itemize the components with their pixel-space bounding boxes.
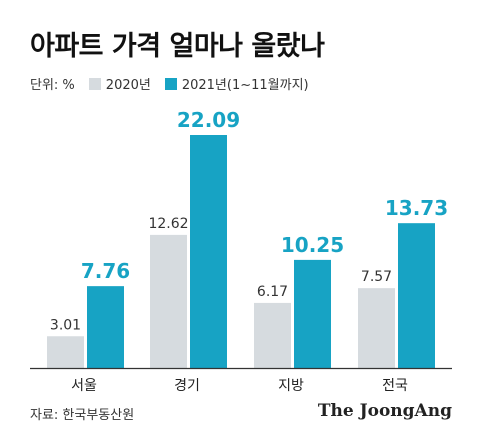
value-label-seoul-2020: 3.01: [50, 317, 81, 333]
category-label-gyeonggi: 경기: [174, 378, 200, 394]
value-label-national-2021: 13.73: [385, 196, 448, 220]
legend-swatch-2021: [164, 77, 177, 90]
legend-swatch-2020: [88, 77, 101, 90]
legend-label-2021: 2021년(1~11월까지): [181, 78, 309, 93]
bar-local-2020: [254, 302, 291, 368]
value-label-local-2021: 10.25: [281, 233, 344, 257]
publisher-logo: The JoongAng: [317, 401, 452, 421]
bar-seoul-2021: [87, 286, 124, 368]
value-label-seoul-2021: 7.76: [81, 259, 130, 283]
bar-national-2020: [358, 288, 395, 368]
chart-title: 아파트 가격 얼마나 올랐나: [30, 31, 325, 62]
bar-local-2021: [294, 259, 331, 368]
value-label-local-2020: 6.17: [257, 284, 288, 300]
legend-item-2021: 2021년(1~11월까지): [164, 74, 309, 93]
bar-gyeonggi-2021: [190, 135, 227, 368]
bar-gyeonggi-2020: [150, 234, 187, 368]
bar-seoul-2020: [47, 336, 84, 368]
legend-label-2020: 2020년: [105, 78, 151, 93]
value-label-national-2020: 7.57: [361, 269, 392, 285]
unit-label: 단위: %: [30, 78, 75, 93]
legend: 단위: % 2020년 2021년(1~11월까지): [30, 74, 323, 93]
category-label-national: 전국: [382, 378, 408, 394]
bar-national-2021: [398, 223, 435, 368]
category-label-local: 지방: [278, 378, 304, 394]
category-label-seoul: 서울: [71, 378, 97, 394]
value-label-gyeonggi-2021: 22.09: [177, 108, 240, 132]
source-note: 자료: 한국부동산원: [30, 408, 135, 423]
value-label-gyeonggi-2020: 12.62: [148, 216, 188, 232]
legend-item-2020: 2020년: [88, 74, 151, 93]
